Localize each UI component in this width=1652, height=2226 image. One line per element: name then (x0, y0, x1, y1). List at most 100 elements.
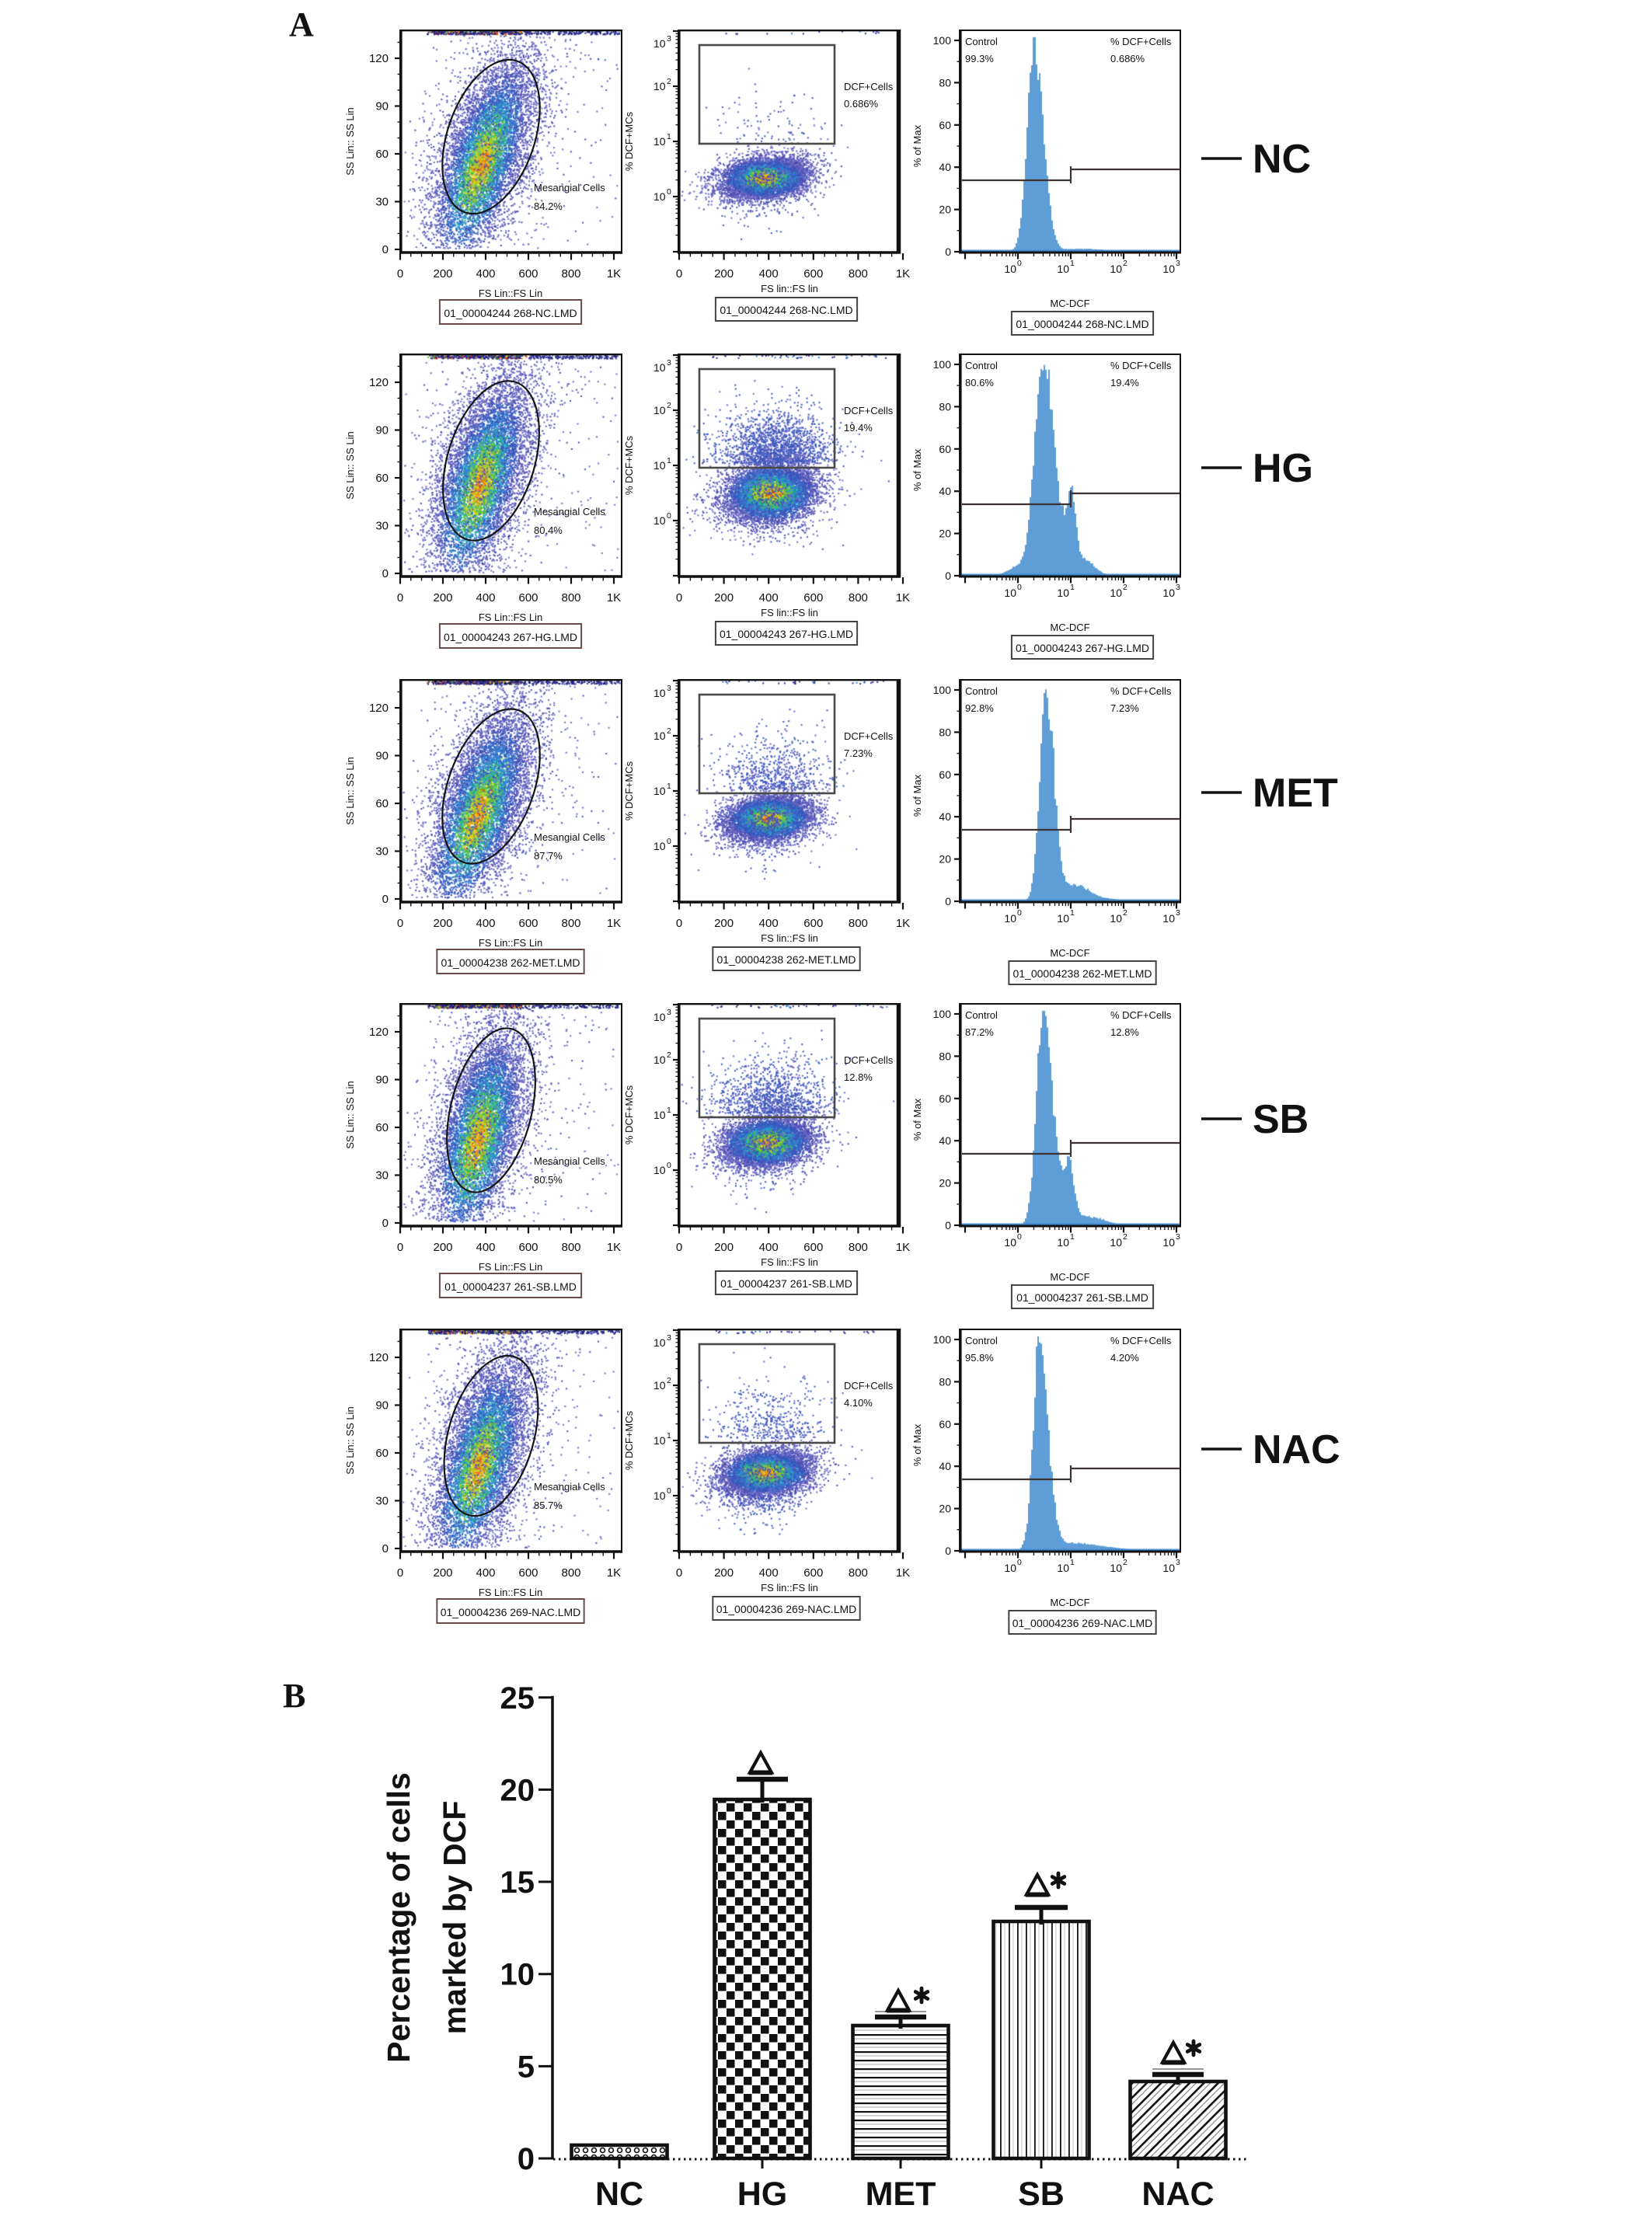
svg-text:80: 80 (939, 76, 951, 89)
svg-text:0: 0 (397, 1566, 403, 1580)
svg-text:Control: Control (965, 1009, 998, 1021)
svg-text:20: 20 (939, 528, 951, 540)
svg-text:80: 80 (939, 1375, 951, 1388)
svg-text:10: 10 (1057, 263, 1069, 275)
svg-text:2: 2 (667, 726, 671, 736)
svg-text:15: 15 (500, 1865, 535, 1900)
svg-text:800: 800 (849, 267, 868, 280)
svg-text:0: 0 (667, 187, 671, 197)
svg-text:3: 3 (667, 358, 671, 368)
svg-text:MET: MET (866, 2175, 936, 2213)
svg-text:87.7%: 87.7% (534, 850, 563, 862)
svg-text:80: 80 (939, 726, 951, 738)
svg-text:10: 10 (1162, 587, 1175, 599)
svg-text:% of Max: % of Max (911, 1098, 923, 1141)
svg-text:01_00004243 267-HG.LMD: 01_00004243 267-HG.LMD (444, 631, 577, 643)
svg-text:400: 400 (759, 591, 779, 604)
svg-text:600: 600 (803, 917, 823, 930)
svg-text:01_00004238 262-MET.LMD: 01_00004238 262-MET.LMD (441, 956, 580, 969)
svg-text:SS Lin:: SS Lin: SS Lin:: SS Lin (344, 107, 356, 175)
svg-text:2: 2 (1123, 908, 1127, 918)
svg-text:100: 100 (933, 358, 952, 371)
svg-text:Control: Control (965, 1335, 998, 1346)
svg-text:01_00004243 267-HG.LMD: 01_00004243 267-HG.LMD (1016, 642, 1149, 654)
svg-text:HG: HG (737, 2175, 788, 2213)
svg-text:10: 10 (1110, 912, 1122, 925)
svg-text:10: 10 (653, 785, 666, 797)
svg-text:1: 1 (1070, 908, 1075, 918)
svg-text:40: 40 (939, 1134, 951, 1147)
svg-text:0: 0 (945, 570, 951, 582)
svg-text:80: 80 (939, 1050, 951, 1062)
svg-text:10: 10 (500, 1958, 535, 1992)
svg-text:SB: SB (1253, 1097, 1309, 1142)
svg-text:400: 400 (476, 1241, 495, 1254)
svg-text:200: 200 (433, 917, 452, 930)
svg-text:600: 600 (803, 591, 823, 604)
svg-text:FS lin::FS lin: FS lin::FS lin (761, 283, 818, 294)
svg-text:FS lin::FS lin: FS lin::FS lin (761, 1582, 818, 1594)
svg-text:0: 0 (382, 567, 389, 580)
svg-text:10: 10 (653, 135, 666, 148)
svg-text:90: 90 (375, 1399, 389, 1413)
svg-text:Control: Control (965, 685, 998, 697)
svg-text:0: 0 (676, 917, 682, 930)
svg-text:60: 60 (375, 1447, 389, 1460)
svg-text:10: 10 (653, 687, 666, 699)
svg-text:2: 2 (1123, 1558, 1127, 1567)
svg-text:200: 200 (433, 591, 452, 604)
svg-text:10: 10 (653, 1109, 666, 1121)
svg-text:SS Lin:: SS Lin: SS Lin:: SS Lin (344, 431, 356, 499)
svg-text:01_00004237 261-SB.LMD: 01_00004237 261-SB.LMD (720, 1277, 852, 1290)
svg-text:20: 20 (939, 853, 951, 866)
svg-text:20: 20 (939, 1177, 951, 1190)
svg-text:2: 2 (1123, 259, 1127, 268)
svg-text:400: 400 (759, 1566, 779, 1580)
svg-text:0: 0 (667, 837, 671, 846)
svg-text:80.4%: 80.4% (534, 524, 563, 536)
svg-text:400: 400 (759, 1241, 779, 1254)
svg-text:NC: NC (1253, 137, 1311, 182)
svg-text:1: 1 (667, 456, 671, 465)
svg-text:01_00004238 262-MET.LMD: 01_00004238 262-MET.LMD (716, 953, 856, 966)
svg-text:% DCF+MCs: % DCF+MCs (623, 761, 635, 820)
svg-text:600: 600 (518, 1241, 538, 1254)
svg-text:87.2%: 87.2% (965, 1026, 994, 1038)
svg-text:10: 10 (653, 80, 666, 92)
svg-text:3: 3 (1176, 1232, 1180, 1242)
svg-text:10: 10 (1004, 1562, 1016, 1574)
svg-text:DCF+Cells: DCF+Cells (844, 1380, 894, 1392)
svg-text:MC-DCF: MC-DCF (1050, 298, 1089, 309)
svg-text:84.2%: 84.2% (534, 200, 563, 212)
svg-text:400: 400 (476, 1566, 495, 1580)
svg-text:01_00004237 261-SB.LMD: 01_00004237 261-SB.LMD (1016, 1291, 1148, 1304)
svg-text:10: 10 (653, 730, 666, 742)
svg-text:90: 90 (375, 750, 389, 763)
svg-text:60: 60 (375, 148, 389, 161)
svg-text:400: 400 (759, 917, 779, 930)
svg-text:10: 10 (653, 361, 666, 374)
svg-text:% DCF+Cells: % DCF+Cells (1110, 1009, 1172, 1021)
svg-text:60: 60 (939, 1092, 951, 1105)
svg-text:01_00004236 269-NAC.LMD: 01_00004236 269-NAC.LMD (441, 1606, 581, 1618)
svg-text:30: 30 (375, 845, 389, 859)
svg-text:B: B (283, 1677, 305, 1715)
svg-text:85.7%: 85.7% (534, 1500, 563, 1511)
svg-text:1K: 1K (607, 1241, 621, 1254)
svg-text:600: 600 (803, 1241, 823, 1254)
svg-text:20: 20 (500, 1773, 535, 1807)
svg-text:10: 10 (1004, 587, 1016, 599)
svg-text:10: 10 (653, 1434, 666, 1447)
svg-text:200: 200 (714, 591, 734, 604)
svg-text:0: 0 (945, 1545, 951, 1557)
svg-text:3: 3 (667, 1008, 671, 1017)
svg-text:0: 0 (1017, 1558, 1022, 1567)
svg-text:20: 20 (939, 1503, 951, 1515)
svg-text:FS Lin::FS Lin: FS Lin::FS Lin (479, 937, 542, 949)
svg-text:12.8%: 12.8% (1110, 1026, 1139, 1038)
svg-text:0: 0 (667, 511, 671, 521)
svg-text:800: 800 (561, 591, 580, 604)
svg-text:90: 90 (375, 424, 389, 437)
svg-text:HG: HG (1253, 446, 1313, 491)
svg-text:19.4%: 19.4% (844, 422, 873, 434)
